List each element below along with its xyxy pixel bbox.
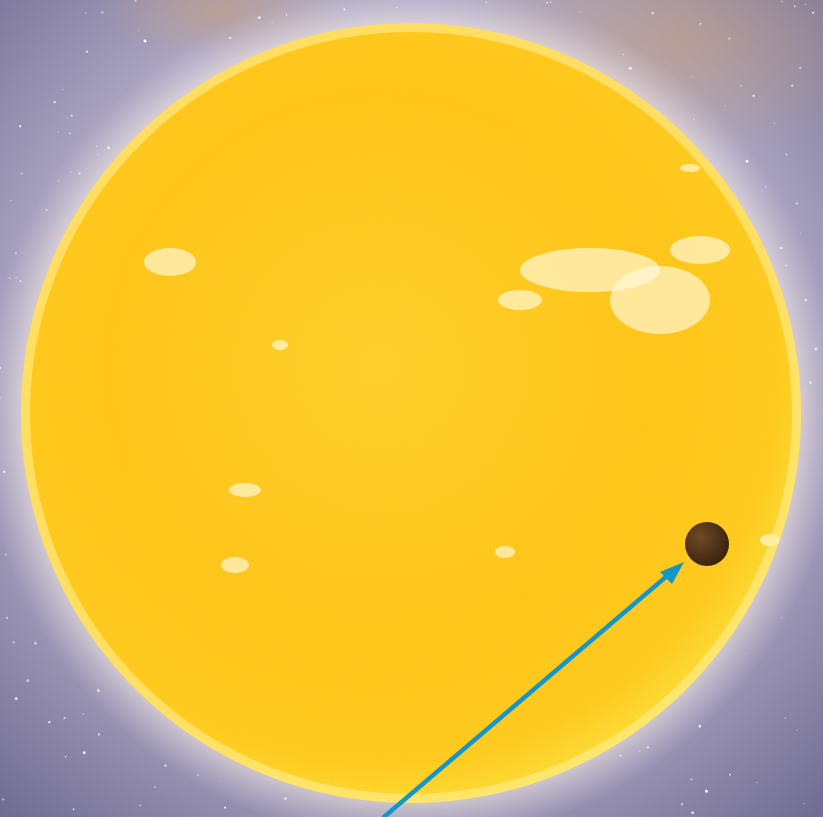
star bbox=[680, 803, 684, 806]
star bbox=[53, 101, 56, 104]
star bbox=[69, 132, 71, 135]
star bbox=[72, 808, 75, 811]
star bbox=[66, 116, 68, 119]
star bbox=[85, 12, 87, 14]
sun-facula bbox=[229, 483, 261, 497]
star bbox=[803, 803, 805, 805]
sun-facula bbox=[272, 340, 288, 350]
planet-transit bbox=[685, 522, 729, 566]
star bbox=[781, 0, 783, 3]
star bbox=[63, 716, 66, 720]
star bbox=[62, 88, 64, 91]
star bbox=[48, 720, 51, 724]
star bbox=[699, 22, 702, 25]
star bbox=[791, 84, 794, 87]
star bbox=[64, 756, 67, 758]
star bbox=[785, 153, 788, 156]
star bbox=[6, 617, 8, 619]
star bbox=[691, 811, 694, 815]
star bbox=[773, 122, 776, 124]
star bbox=[805, 3, 807, 5]
star bbox=[18, 125, 22, 128]
star bbox=[85, 50, 89, 53]
star bbox=[26, 679, 30, 683]
star bbox=[14, 697, 18, 700]
sun-facula bbox=[498, 290, 542, 310]
star bbox=[12, 641, 15, 644]
star bbox=[740, 84, 742, 87]
star bbox=[82, 751, 86, 754]
star bbox=[63, 719, 64, 721]
star bbox=[138, 30, 140, 32]
sun-faculae bbox=[144, 164, 780, 573]
star bbox=[21, 173, 23, 175]
star bbox=[134, 0, 137, 2]
star bbox=[97, 733, 101, 736]
star bbox=[82, 713, 84, 715]
star bbox=[2, 798, 5, 801]
star bbox=[224, 806, 227, 809]
star bbox=[691, 76, 693, 78]
sun-facula bbox=[670, 236, 730, 264]
star bbox=[690, 778, 693, 781]
star bbox=[793, 5, 796, 8]
star bbox=[752, 94, 755, 97]
star bbox=[550, 1, 552, 4]
star bbox=[698, 25, 700, 26]
star bbox=[57, 131, 59, 133]
star bbox=[796, 729, 798, 731]
star bbox=[812, 11, 815, 14]
star bbox=[728, 37, 731, 40]
star bbox=[704, 789, 708, 793]
star bbox=[651, 11, 655, 15]
star bbox=[10, 199, 12, 201]
star bbox=[154, 786, 156, 788]
star bbox=[579, 11, 581, 13]
star bbox=[34, 641, 37, 645]
sun-facula bbox=[144, 248, 196, 276]
pointer-arrow-icon bbox=[381, 562, 684, 817]
star bbox=[729, 773, 731, 776]
star bbox=[790, 713, 792, 715]
sun-facula bbox=[221, 557, 249, 573]
sun-facula bbox=[680, 164, 700, 172]
star bbox=[139, 804, 142, 807]
star bbox=[724, 105, 726, 107]
star bbox=[756, 781, 758, 783]
star bbox=[798, 66, 802, 70]
star bbox=[70, 114, 73, 117]
sun-surface-texture bbox=[21, 23, 801, 803]
sun-facula bbox=[610, 266, 710, 334]
sun-facula bbox=[495, 546, 515, 558]
star bbox=[143, 39, 147, 43]
star bbox=[101, 11, 104, 14]
star bbox=[795, 202, 799, 205]
star bbox=[546, 1, 549, 4]
star bbox=[784, 717, 787, 719]
star bbox=[241, 815, 243, 817]
